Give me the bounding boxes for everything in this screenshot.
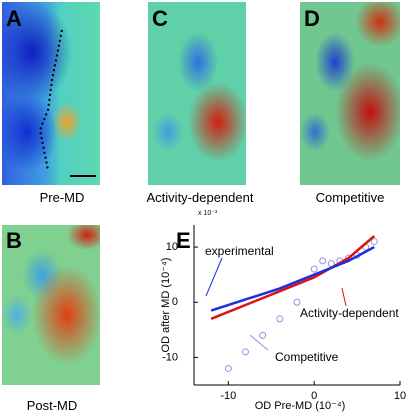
heatmap-c	[148, 2, 246, 185]
y-axis-label: OD after MD (10⁻⁴)	[160, 258, 172, 353]
x-tick-label: 10	[394, 390, 406, 402]
panel-label: B	[6, 228, 22, 253]
point	[293, 298, 301, 306]
x-tick-label: 0	[311, 390, 317, 402]
point	[310, 265, 318, 273]
caption: Pre-MD	[39, 190, 85, 205]
panel-label: E	[176, 228, 191, 253]
panel-label: D	[304, 6, 320, 31]
x-axis-label: OD Pre-MD (10⁻⁴)	[255, 400, 346, 412]
caption: Post-MD	[26, 398, 78, 413]
annotation-pointer	[341, 287, 347, 307]
panel-label: A	[6, 6, 22, 31]
panel-label: C	[152, 6, 168, 31]
scale-note: x 10⁻³	[198, 210, 218, 217]
boundary-line	[38, 29, 63, 171]
annotation: experimental	[205, 244, 274, 258]
point	[370, 238, 378, 246]
point	[224, 364, 232, 372]
line	[210, 245, 375, 312]
point	[276, 315, 284, 323]
y-tick-label: 0	[172, 296, 178, 308]
heatmap-a	[2, 2, 100, 185]
annotation: Competitive	[275, 350, 339, 364]
point	[242, 348, 249, 356]
caption: Competitive	[315, 190, 385, 205]
annotation: Activity-dependent	[300, 306, 399, 320]
line	[210, 235, 376, 320]
annotation-pointer	[205, 257, 223, 297]
heatmap-d	[300, 2, 400, 185]
caption: Activity-dependent	[146, 190, 254, 205]
x-tick-label: -10	[220, 390, 236, 402]
point	[259, 331, 267, 339]
annotation-pointer	[249, 334, 269, 351]
point	[319, 257, 327, 265]
heatmap-b	[2, 225, 100, 385]
y-tick-label: -10	[162, 351, 178, 363]
y-tick-label: 10	[166, 241, 178, 253]
